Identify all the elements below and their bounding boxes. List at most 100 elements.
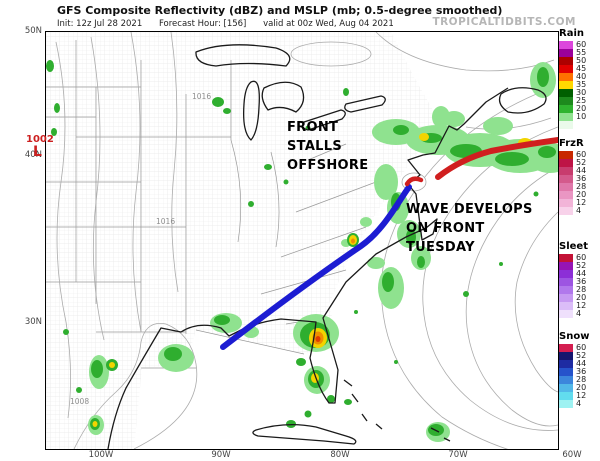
legend-swatch [559, 57, 573, 65]
legend-entry: 60 [559, 254, 600, 262]
annotation-wave-develops: WAVE DEVELOPS ON FRONT TUESDAY [406, 202, 533, 255]
legend-swatch [559, 392, 573, 400]
legend-entry: 20 [559, 294, 600, 302]
legend-entry: 4 [559, 207, 600, 215]
legend-swatch [559, 254, 573, 262]
legend-value: 20 [576, 104, 587, 113]
legend-value: 52 [576, 158, 587, 167]
legend-entry: 60 [559, 344, 600, 352]
legend-value: 4 [576, 399, 582, 408]
legend-swatch [559, 159, 573, 167]
state-borders [46, 40, 377, 369]
legend-value: 4 [576, 206, 582, 215]
legend-swatch [559, 376, 573, 384]
site-watermark: TROPICALTIDBITS.COM [432, 16, 576, 28]
wave-low-marker [404, 176, 424, 187]
legend-swatch [559, 105, 573, 113]
legend-entry: 4 [559, 310, 600, 318]
legend-value: 50 [576, 56, 587, 65]
annotation-front-stalls: FRONT STALLS OFFSHORE [287, 120, 369, 173]
legend-entry: 30 [559, 89, 600, 97]
legend-entry: 4 [559, 400, 600, 408]
legend-value: 36 [576, 367, 587, 376]
legend-entry: 44 [559, 270, 600, 278]
legend-swatch [559, 65, 573, 73]
legend-value: 28 [576, 285, 587, 294]
low-pressure-value: 1002 [26, 134, 54, 145]
legend-entry: 55 [559, 49, 600, 57]
legend-swatch [559, 368, 573, 376]
legend-value: 44 [576, 166, 587, 175]
lon-label-70w: 70W [448, 450, 468, 460]
legend-swatch [559, 262, 573, 270]
legend-swatch [559, 278, 573, 286]
legend-value: 60 [576, 253, 587, 262]
legend-value: 12 [576, 301, 587, 310]
cold-front-line [220, 184, 412, 350]
lat-label-40n: 40N [24, 150, 42, 160]
legend-entry: 20 [559, 105, 600, 113]
legend-value: 36 [576, 277, 587, 286]
legend-entry: 52 [559, 352, 600, 360]
lon-label-80w: 80W [330, 450, 350, 460]
legend-swatch [559, 97, 573, 105]
legend-value: 44 [576, 359, 587, 368]
isobars [55, 32, 558, 449]
legend-entry: 60 [559, 41, 600, 49]
legend-rain: Rain 60 55 50 45 40 35 30 25 20 10 [559, 28, 600, 129]
legend-entry: 10 [559, 113, 600, 121]
legend-swatch [559, 183, 573, 191]
legend-value: 52 [576, 351, 587, 360]
legend-swatch [559, 113, 573, 121]
run-info: Init: 12z Jul 28 2021 Forecast Hour: [15… [57, 19, 408, 29]
map-graphics: 1016 1016 1008 [46, 32, 558, 449]
legend-value: 25 [576, 96, 587, 105]
legend-entry [559, 121, 600, 129]
lon-label-100w: 100W [88, 450, 114, 460]
reflectivity-shading [46, 60, 558, 442]
legend-value: 52 [576, 261, 587, 270]
legend-swatch [559, 270, 573, 278]
page-title: GFS Composite Reflectivity (dBZ) and MSL… [57, 4, 503, 17]
legend-swatch [559, 167, 573, 175]
legend-swatch [559, 73, 573, 81]
init-time: Init: 12z Jul 28 2021 [57, 19, 143, 29]
legend-entry: 28 [559, 183, 600, 191]
legend-freezing-rain: FrzR 60 52 44 36 28 20 12 4 [559, 138, 600, 215]
lat-label-50n: 50N [24, 26, 42, 36]
legend-swatch [559, 360, 573, 368]
legend-value: 60 [576, 40, 587, 49]
legend-value: 55 [576, 48, 587, 57]
legend-swatch [559, 121, 573, 129]
legend-value: 60 [576, 150, 587, 159]
county-texture [46, 32, 441, 449]
legend-entry: 60 [559, 151, 600, 159]
legend-swatch [559, 191, 573, 199]
legend-value: 20 [576, 383, 587, 392]
legend-sleet: Sleet 60 52 44 36 28 20 12 4 [559, 241, 600, 318]
legend-swatch [559, 207, 573, 215]
legend-entry: 28 [559, 376, 600, 384]
legend-swatch [559, 175, 573, 183]
isobar-value-labels: 1016 1016 1008 [70, 92, 211, 406]
legend-entry: 25 [559, 97, 600, 105]
legend-value: 28 [576, 182, 587, 191]
svg-text:1016: 1016 [192, 92, 211, 101]
warm-front-line [435, 137, 558, 180]
legend-swatch [559, 302, 573, 310]
low-pressure-symbol: L [33, 144, 42, 160]
legend-swatch [559, 384, 573, 392]
legend-swatch [559, 286, 573, 294]
legend-entry: 12 [559, 392, 600, 400]
legend-entry: 36 [559, 175, 600, 183]
forecast-map: 1016 1016 1008 [45, 31, 559, 450]
legend-entry: 40 [559, 73, 600, 81]
legend-value: 10 [576, 112, 587, 121]
legend-value: 60 [576, 343, 587, 352]
legend-swatch [559, 41, 573, 49]
legend-entry: 52 [559, 262, 600, 270]
legend-value: 45 [576, 64, 587, 73]
legend-swatch [559, 344, 573, 352]
forecast-hour: Forecast Hour: [156] [158, 19, 247, 29]
legend-swatch [559, 81, 573, 89]
